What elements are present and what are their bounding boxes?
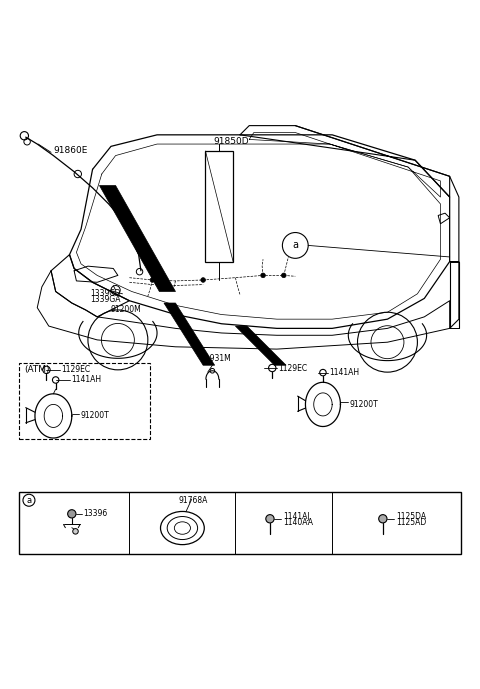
Circle shape bbox=[68, 510, 76, 518]
Text: 1129EC: 1129EC bbox=[61, 365, 91, 374]
Polygon shape bbox=[164, 303, 215, 365]
Text: 1125AD: 1125AD bbox=[396, 518, 426, 527]
Text: 1125DA: 1125DA bbox=[396, 511, 426, 520]
Text: 91931M: 91931M bbox=[201, 354, 231, 363]
Text: 1140AA: 1140AA bbox=[283, 518, 313, 527]
Circle shape bbox=[261, 273, 265, 278]
Text: 91200T: 91200T bbox=[349, 400, 378, 409]
Bar bbox=[19, 363, 150, 439]
Polygon shape bbox=[235, 326, 286, 365]
Text: a: a bbox=[292, 240, 298, 250]
Text: 1141AH: 1141AH bbox=[329, 368, 359, 377]
Circle shape bbox=[150, 278, 155, 282]
Text: (ATM): (ATM) bbox=[24, 365, 50, 374]
Text: 1141AH: 1141AH bbox=[71, 376, 101, 384]
Text: 13396: 13396 bbox=[84, 509, 108, 518]
Text: 1141AJ: 1141AJ bbox=[283, 511, 310, 520]
Text: 91860E: 91860E bbox=[53, 147, 87, 156]
Circle shape bbox=[201, 278, 205, 282]
Text: 91768A: 91768A bbox=[179, 496, 208, 505]
Text: 1339GA: 1339GA bbox=[90, 296, 121, 305]
Bar bbox=[205, 151, 233, 262]
Text: a: a bbox=[26, 496, 32, 505]
Polygon shape bbox=[99, 185, 176, 291]
Circle shape bbox=[281, 273, 286, 278]
Circle shape bbox=[379, 515, 387, 523]
Text: 1339CD: 1339CD bbox=[90, 289, 121, 298]
Text: 91200T: 91200T bbox=[80, 411, 109, 420]
Text: 91850D: 91850D bbox=[214, 137, 249, 146]
Circle shape bbox=[266, 515, 274, 523]
Text: 1129EC: 1129EC bbox=[278, 364, 307, 373]
Bar bbox=[19, 492, 461, 554]
Text: 91200M: 91200M bbox=[111, 305, 142, 314]
Circle shape bbox=[73, 528, 78, 534]
